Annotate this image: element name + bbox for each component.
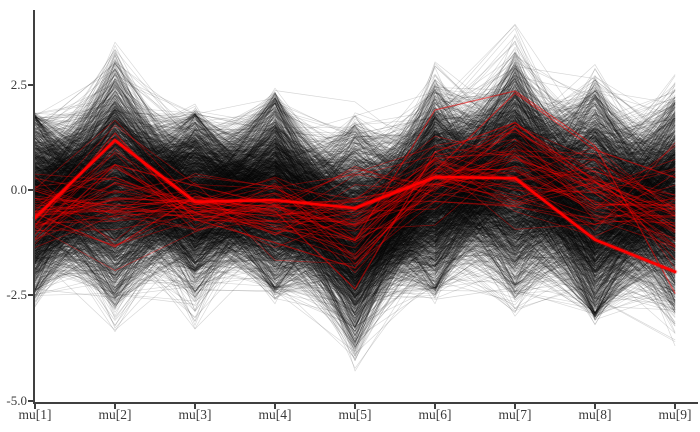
y-tick-mark: [28, 83, 34, 86]
x-axis-label-9: mu[9]: [658, 407, 692, 422]
x-tick-mark: [274, 404, 276, 409]
x-axis-label-8: mu[8]: [578, 407, 612, 422]
x-axis-label-3: mu[3]: [178, 407, 212, 422]
x-tick-mark: [514, 404, 516, 409]
x-axis-label-6: mu[6]: [418, 407, 452, 422]
y-tick-mark: [28, 294, 34, 297]
y-axis-line: [33, 10, 35, 404]
x-tick-mark: [674, 404, 676, 409]
x-tick-mark: [194, 404, 196, 409]
x-axis-label-5: mu[5]: [338, 407, 372, 422]
x-tick-mark: [354, 404, 356, 409]
x-axis-label-1: mu[1]: [18, 407, 52, 422]
x-axis-label-2: mu[2]: [98, 407, 132, 422]
x-tick-mark: [434, 404, 436, 409]
x-axis-label-4: mu[4]: [258, 407, 292, 422]
y-tick-label: -2.5: [6, 287, 27, 303]
x-tick-mark: [114, 404, 116, 409]
y-tick-label: 2.5: [10, 76, 27, 92]
x-tick-mark: [594, 404, 596, 409]
y-tick-label: 0.0: [10, 182, 27, 197]
x-axis-label-7: mu[7]: [498, 407, 532, 422]
y-tick-mark: [28, 399, 34, 402]
y-tick-label: -5.0: [6, 392, 27, 408]
x-tick-mark: [34, 404, 36, 409]
y-tick-mark: [28, 189, 34, 191]
x-axis-line: [33, 402, 698, 404]
